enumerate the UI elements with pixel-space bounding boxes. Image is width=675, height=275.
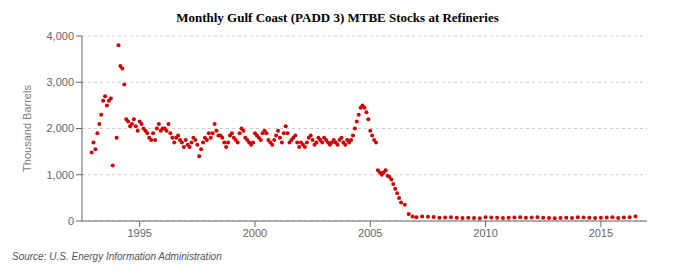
svg-text:Thousand Barrels: Thousand Barrels	[21, 85, 33, 172]
html-text:Monthly Gulf Coast (PADD 3) MT: Monthly Gulf Coast (PADD 3) MTBE Stocks …	[176, 10, 499, 25]
svg-text:2000: 2000	[243, 227, 267, 239]
svg-text:1995: 1995	[127, 227, 151, 239]
svg-text:1,000: 1,000	[46, 169, 74, 181]
svg-text:3,000: 3,000	[46, 76, 74, 88]
html-text:Source: U.S. Energy Informatio: Source: U.S. Energy Information Administ…	[12, 251, 222, 262]
svg-text:4,000: 4,000	[46, 30, 74, 42]
svg-text:2,000: 2,000	[46, 122, 74, 134]
svg-text:2010: 2010	[473, 227, 497, 239]
svg-text:2005: 2005	[358, 227, 382, 239]
svg-text:2015: 2015	[589, 227, 613, 239]
svg-text:0: 0	[68, 215, 74, 227]
